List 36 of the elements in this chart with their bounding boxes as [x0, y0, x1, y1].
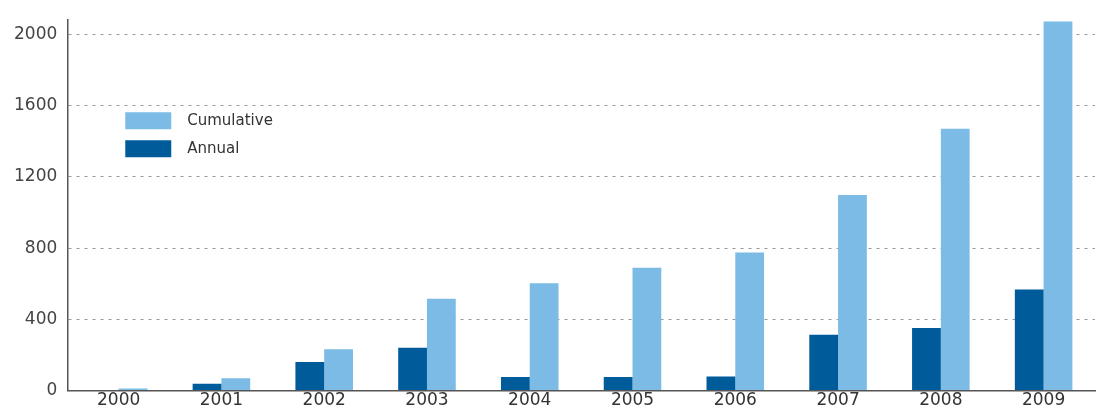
bar — [1043, 21, 1073, 391]
x-tick-label: 2008 — [919, 389, 963, 410]
y-tick-label: 2000 — [14, 22, 58, 43]
x-tick-label: 2004 — [508, 389, 552, 410]
bar — [632, 267, 662, 391]
bar — [426, 298, 456, 391]
x-tick-label: 2000 — [97, 389, 141, 410]
x-tick-label: 2001 — [199, 389, 244, 410]
y-tick-label: 0 — [46, 379, 58, 400]
x-tick-label: 2007 — [816, 389, 860, 410]
bar — [221, 378, 251, 391]
bar — [706, 376, 736, 391]
bar — [192, 383, 222, 391]
y-tick-label: 800 — [24, 236, 58, 257]
bar — [940, 128, 970, 391]
x-tick-label: 2005 — [610, 389, 655, 410]
bar — [295, 362, 325, 391]
x-tick-label: 2009 — [1021, 389, 1066, 410]
bar — [809, 334, 839, 391]
y-tick-label: 1600 — [14, 94, 58, 115]
legend-label: Cumulative — [187, 111, 273, 130]
x-tick-label: 2003 — [405, 389, 449, 410]
x-tick-label: 2002 — [302, 389, 346, 410]
y-tick-label: 1200 — [14, 165, 58, 186]
bar — [398, 347, 427, 391]
bar — [1014, 289, 1044, 391]
legend-label: Annual — [187, 139, 240, 158]
bar — [912, 327, 941, 391]
bar — [324, 349, 353, 391]
bar — [838, 195, 867, 391]
x-tick-label: 2006 — [713, 389, 757, 410]
bar — [603, 376, 633, 391]
bar — [500, 376, 530, 391]
bar — [735, 252, 765, 391]
y-tick-label: 400 — [24, 307, 58, 328]
bar — [529, 283, 559, 391]
